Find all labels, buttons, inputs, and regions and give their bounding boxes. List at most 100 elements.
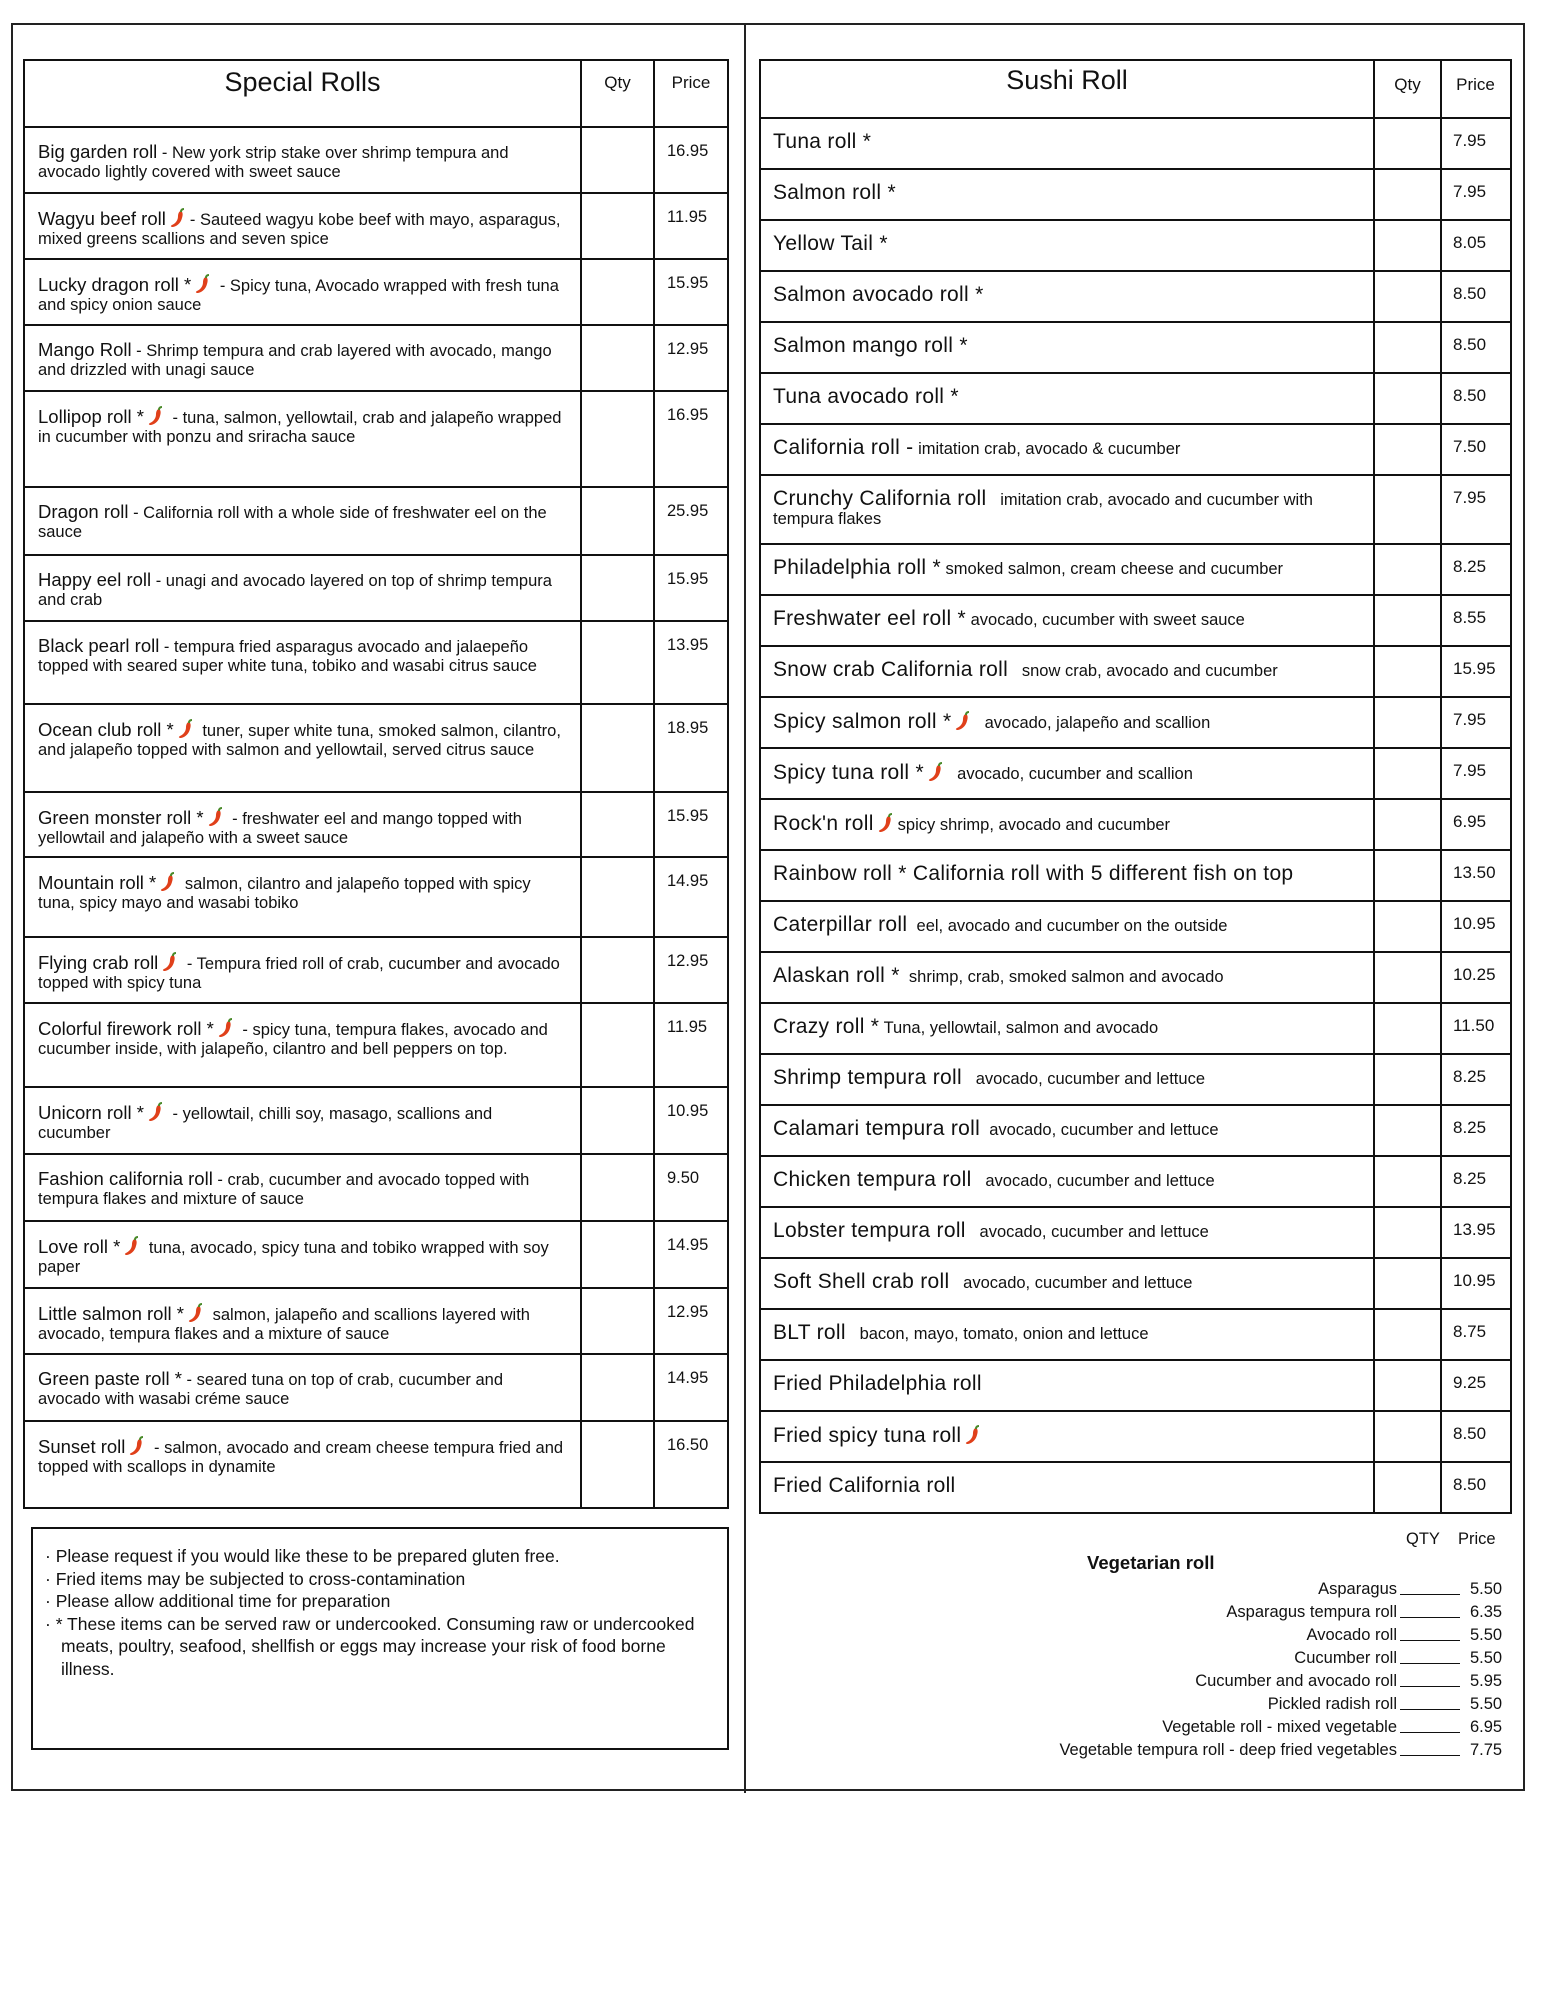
qty-cell[interactable] bbox=[582, 1155, 655, 1220]
qty-cell[interactable] bbox=[582, 938, 655, 1002]
qty-cell[interactable] bbox=[1375, 1004, 1442, 1053]
qty-cell[interactable] bbox=[1375, 374, 1442, 423]
qty-cell[interactable] bbox=[1375, 1208, 1442, 1257]
qty-cell[interactable] bbox=[1375, 170, 1442, 219]
qty-cell[interactable] bbox=[582, 622, 655, 703]
notes-box: · Please request if you would like these… bbox=[31, 1527, 729, 1750]
veg-qty-blank[interactable] bbox=[1400, 1593, 1460, 1595]
qty-cell[interactable] bbox=[582, 194, 655, 258]
qty-cell[interactable] bbox=[1375, 272, 1442, 321]
qty-cell[interactable] bbox=[1375, 476, 1442, 543]
qty-cell[interactable] bbox=[1375, 1106, 1442, 1155]
qty-cell[interactable] bbox=[582, 392, 655, 486]
item-price: 7.95 bbox=[1453, 182, 1487, 201]
qty-cell[interactable] bbox=[1375, 749, 1442, 798]
veg-qty-blank[interactable] bbox=[1400, 1685, 1460, 1687]
qty-cell[interactable] bbox=[582, 326, 655, 390]
menu-item-row: Spicy salmon roll * avocado, jalapeño an… bbox=[761, 696, 1510, 747]
qty-cell[interactable] bbox=[1375, 1412, 1442, 1461]
qty-cell[interactable] bbox=[582, 128, 655, 192]
item-price: 8.25 bbox=[1453, 557, 1487, 576]
item-description-cell: Fried California roll bbox=[761, 1463, 1375, 1512]
item-price: 10.25 bbox=[1453, 965, 1496, 984]
chili-pepper-icon bbox=[147, 406, 165, 426]
item-description: - Tempura fried roll of crab, cucumber a… bbox=[38, 955, 565, 992]
qty-cell[interactable] bbox=[1375, 596, 1442, 645]
menu-item-row: Big garden roll - New york strip stake o… bbox=[25, 126, 727, 192]
qty-cell[interactable] bbox=[582, 1289, 655, 1353]
qty-cell[interactable] bbox=[582, 1422, 655, 1507]
qty-cell[interactable] bbox=[582, 1004, 655, 1086]
qty-cell[interactable] bbox=[1375, 1361, 1442, 1410]
qty-cell[interactable] bbox=[1375, 1310, 1442, 1359]
qty-cell[interactable] bbox=[1375, 1259, 1442, 1308]
item-price: 10.95 bbox=[1453, 914, 1496, 933]
qty-cell[interactable] bbox=[1375, 545, 1442, 594]
menu-item-row: Soft Shell crab roll avocado, cucumber a… bbox=[761, 1257, 1510, 1308]
qty-cell[interactable] bbox=[1375, 647, 1442, 696]
qty-cell[interactable] bbox=[1375, 1157, 1442, 1206]
menu-item-row: Lucky dragon roll * - Spicy tuna, Avocad… bbox=[25, 258, 727, 324]
qty-cell[interactable] bbox=[1375, 425, 1442, 474]
veg-qty-blank[interactable] bbox=[1400, 1662, 1460, 1664]
item-price: 12.95 bbox=[667, 340, 709, 358]
item-description-cell: Rock'n roll spicy shrimp, avocado and cuc… bbox=[761, 800, 1375, 849]
menu-item-row: Salmon roll * 7.95 bbox=[761, 168, 1510, 219]
qty-cell[interactable] bbox=[1375, 323, 1442, 372]
qty-cell[interactable] bbox=[1375, 800, 1442, 849]
qty-cell[interactable] bbox=[1375, 902, 1442, 951]
item-price: 7.95 bbox=[1453, 488, 1487, 507]
qty-cell[interactable] bbox=[1375, 698, 1442, 747]
qty-cell[interactable] bbox=[582, 260, 655, 324]
item-name: Lucky dragon roll * bbox=[38, 274, 192, 295]
veg-qty-blank[interactable] bbox=[1400, 1754, 1460, 1756]
veg-qty-blank[interactable] bbox=[1400, 1639, 1460, 1641]
menu-item-row: Rock'n roll spicy shrimp, avocado and cuc… bbox=[761, 798, 1510, 849]
veg-qty-blank[interactable] bbox=[1400, 1616, 1460, 1618]
qty-cell[interactable] bbox=[1375, 851, 1442, 900]
item-price: 8.50 bbox=[1453, 284, 1487, 303]
note-gluten-free: · Please request if you would like these… bbox=[45, 1546, 560, 1566]
item-description: - California roll with a whole side of f… bbox=[38, 504, 552, 541]
qty-cell[interactable] bbox=[1375, 1055, 1442, 1104]
item-name: Colorful firework roll * bbox=[38, 1018, 214, 1039]
menu-item-row: Crunchy California roll imitation crab, … bbox=[761, 474, 1510, 543]
item-price: 13.50 bbox=[1453, 863, 1496, 882]
qty-cell[interactable] bbox=[582, 488, 655, 554]
chili-pepper-icon bbox=[161, 952, 179, 972]
qty-cell[interactable] bbox=[582, 1222, 655, 1287]
qty-cell[interactable] bbox=[1375, 119, 1442, 168]
qty-cell[interactable] bbox=[582, 556, 655, 620]
item-price: 25.95 bbox=[667, 502, 709, 520]
qty-cell[interactable] bbox=[582, 1088, 655, 1153]
menu-frame bbox=[11, 23, 1525, 1791]
item-description-cell: Tuna avocado roll * bbox=[761, 374, 1375, 423]
item-name: Freshwater eel roll * bbox=[773, 607, 967, 630]
qty-cell[interactable] bbox=[582, 858, 655, 936]
chili-pepper-icon bbox=[207, 807, 225, 827]
veg-qty-blank[interactable] bbox=[1400, 1731, 1460, 1733]
item-description: shrimp, crab, smoked salmon and avocado bbox=[899, 968, 1224, 986]
qty-cell[interactable] bbox=[1375, 1463, 1442, 1512]
veg-qty-blank[interactable] bbox=[1400, 1708, 1460, 1710]
item-price: 13.95 bbox=[1453, 1220, 1496, 1239]
item-name: Salmon roll * bbox=[773, 181, 896, 204]
qty-cell[interactable] bbox=[582, 705, 655, 791]
qty-cell[interactable] bbox=[1375, 221, 1442, 270]
qty-cell[interactable] bbox=[582, 1355, 655, 1420]
item-description-cell: Green monster roll * - freshwater eel an… bbox=[25, 793, 582, 856]
item-description-cell: Fried spicy tuna roll bbox=[761, 1412, 1375, 1461]
qty-cell[interactable] bbox=[582, 793, 655, 856]
menu-item-row: Freshwater eel roll * avocado, cucumber … bbox=[761, 594, 1510, 645]
item-price: 8.25 bbox=[1453, 1067, 1487, 1086]
item-description-cell: Shrimp tempura roll avocado, cucumber an… bbox=[761, 1055, 1375, 1104]
item-price: 8.50 bbox=[1453, 386, 1487, 405]
item-price: 12.95 bbox=[667, 952, 709, 970]
menu-item-row: Unicorn roll * - yellowtail, chilli soy,… bbox=[25, 1086, 727, 1153]
item-description-cell: Chicken tempura roll avocado, cucumber a… bbox=[761, 1157, 1375, 1206]
item-price: 8.05 bbox=[1453, 233, 1487, 252]
qty-cell[interactable] bbox=[1375, 953, 1442, 1002]
item-description: bacon, mayo, tomato, onion and lettuce bbox=[845, 1325, 1149, 1343]
item-description-cell: Salmon avocado roll * bbox=[761, 272, 1375, 321]
item-name: Unicorn roll * bbox=[38, 1102, 144, 1123]
